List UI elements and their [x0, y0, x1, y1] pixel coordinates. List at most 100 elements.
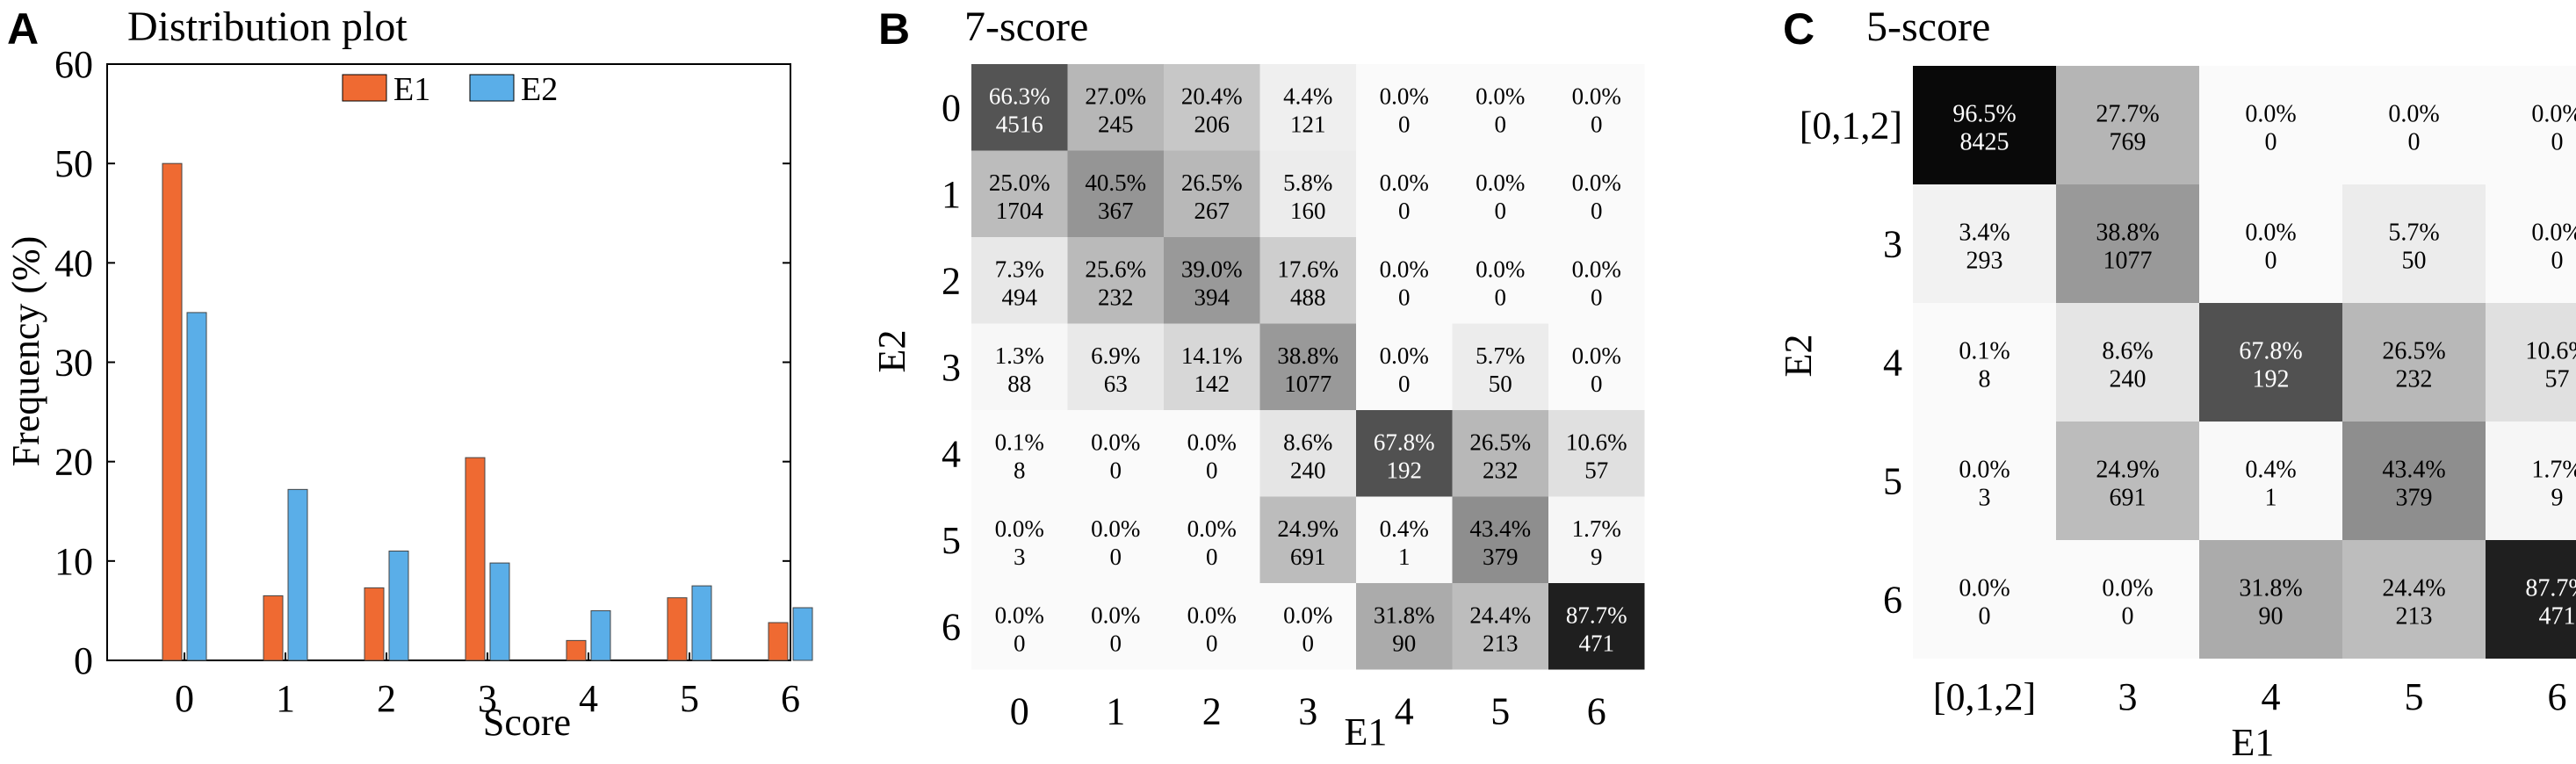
cell-count: 267: [1194, 198, 1230, 224]
cell-count: 57: [1584, 457, 1608, 483]
cell-count: 142: [1194, 371, 1230, 397]
cell-r1-c2: [2199, 184, 2342, 303]
cell-r0-c2: [2199, 66, 2342, 184]
x-tick-label: 5: [1490, 690, 1510, 733]
cell-count: 0: [1591, 198, 1603, 224]
bar-e1-1: [263, 595, 284, 661]
panel-c-grid: 96.5%842527.7%7690.0%00.0%00.0%03.4%2933…: [1800, 66, 2576, 718]
cell-r6-c1: [1067, 583, 1164, 670]
cell-count: 0: [1398, 371, 1411, 397]
legend-label-e2: E2: [521, 71, 558, 108]
cell-r0-c6: [1548, 64, 1645, 151]
cell-r1-c6: [1548, 150, 1645, 237]
cell-r3-c0: [1913, 422, 2056, 540]
cell-r2-c3: [1259, 237, 1356, 324]
cell-percent: 5.7%: [2388, 220, 2439, 247]
cell-r4-c1: [1067, 410, 1164, 497]
cell-percent: 0.1%: [1959, 338, 2010, 365]
cell-r1-c3: [2342, 184, 2486, 303]
cell-percent: 8.6%: [1283, 429, 1332, 455]
cell-r4-c1: [2056, 540, 2199, 659]
bar-e1-3: [465, 457, 486, 661]
y-tick-label: 5: [1883, 460, 1902, 503]
cell-count: 3: [1014, 544, 1026, 570]
cell-r3-c3: [2342, 422, 2486, 540]
cell-count: 0: [1591, 371, 1603, 397]
cell-r3-c2: [2199, 422, 2342, 540]
panel-a-xlabel: Score: [483, 701, 571, 744]
y-tick-label: 2: [942, 259, 961, 302]
cell-count: 691: [2110, 485, 2147, 512]
cell-count: 192: [2253, 366, 2290, 393]
y-tick-label: 3: [1883, 223, 1902, 266]
cell-percent: 14.1%: [1181, 342, 1243, 369]
x-tick-label: 4: [579, 677, 598, 720]
cell-percent: 31.8%: [1374, 602, 1435, 628]
legend-swatch-e1: [342, 74, 387, 102]
cell-r2-c2: [2199, 303, 2342, 422]
cell-r3-c3: [1259, 323, 1356, 410]
cell-r2-c0: [1913, 303, 2056, 422]
cell-percent: 0.0%: [2102, 575, 2153, 602]
cell-r5-c4: [1356, 496, 1453, 583]
cell-percent: 24.4%: [1469, 602, 1531, 628]
bar-e2-0: [186, 312, 207, 661]
cell-percent: 0.0%: [1187, 602, 1237, 628]
cell-count: 8425: [1960, 129, 2010, 156]
panel-a-plot-area: 0 10 20 30 40 50 60 0 1 2 3 4 5 6: [54, 43, 813, 720]
cell-percent: 6.9%: [1091, 342, 1140, 369]
cell-percent: 5.8%: [1283, 169, 1332, 196]
cell-r2-c5: [1452, 237, 1548, 324]
cell-count: 0: [1110, 457, 1122, 483]
cell-count: 488: [1290, 284, 1326, 310]
cell-percent: 40.5%: [1085, 169, 1146, 196]
cell-count: 0: [2265, 129, 2277, 156]
panel-a-legend: E1 E2: [342, 71, 558, 108]
cell-count: 1077: [1284, 371, 1331, 397]
cell-r6-c4: [1356, 583, 1453, 670]
cell-percent: 10.6%: [1566, 429, 1627, 455]
legend-swatch-e2: [469, 74, 515, 102]
cell-count: 367: [1098, 198, 1134, 224]
cell-r3-c2: [1164, 323, 1260, 410]
cell-percent: 0.0%: [1959, 457, 2010, 484]
cell-count: 213: [1483, 630, 1519, 656]
cell-count: 50: [1489, 371, 1512, 397]
x-tick-label: 0: [175, 677, 194, 720]
cell-r4-c2: [1164, 410, 1260, 497]
y-tick-label: 20: [54, 441, 93, 484]
cell-percent: 8.6%: [2102, 338, 2153, 365]
cell-r3-c1: [2056, 422, 2199, 540]
legend-label-e1: E1: [393, 71, 430, 108]
cell-count: 1: [1398, 544, 1411, 570]
x-tick-label: 0: [1010, 690, 1029, 733]
bar-e2-2: [388, 551, 409, 661]
x-tick-label: 2: [377, 677, 396, 720]
cell-percent: 0.0%: [1380, 83, 1429, 109]
cell-r2-c1: [2056, 303, 2199, 422]
bar-e2-4: [590, 609, 611, 661]
cell-r2-c3: [2342, 303, 2486, 422]
cell-percent: 0.0%: [1187, 515, 1237, 542]
cell-r2-c4: [2486, 303, 2576, 422]
cell-count: 0: [2122, 603, 2134, 631]
x-tick-label: 5: [2405, 675, 2424, 718]
y-tick-label: 6: [1883, 579, 1902, 622]
cell-count: 9: [2551, 485, 2564, 512]
cell-r0-c4: [1356, 64, 1453, 151]
cell-percent: 67.8%: [1374, 429, 1435, 455]
cell-percent: 1.7%: [1572, 515, 1621, 542]
cell-r3-c4: [2486, 422, 2576, 540]
cell-percent: 25.0%: [989, 169, 1050, 196]
cell-percent: 0.0%: [2388, 101, 2439, 128]
cell-percent: 0.0%: [1380, 256, 1429, 282]
cell-count: 121: [1290, 111, 1326, 137]
cell-r1-c0: [971, 150, 1068, 237]
cell-percent: 7.3%: [995, 256, 1044, 282]
cell-percent: 0.0%: [1572, 342, 1621, 369]
cell-percent: 0.0%: [2531, 101, 2576, 128]
cell-count: 471: [1579, 630, 1615, 656]
x-tick-label: 6: [2548, 675, 2567, 718]
cell-percent: 4.4%: [1283, 83, 1332, 109]
cell-r5-c2: [1164, 496, 1260, 583]
